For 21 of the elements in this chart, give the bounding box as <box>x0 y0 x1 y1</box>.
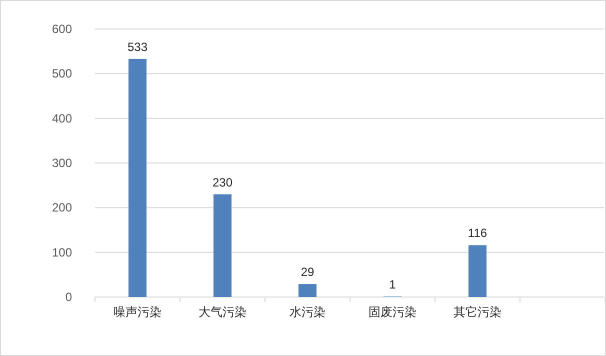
data-label: 230 <box>212 175 233 190</box>
bar <box>468 245 486 297</box>
bar <box>214 194 232 297</box>
x-tick-label: 噪声污染 <box>114 305 162 319</box>
x-tick-label: 大气污染 <box>198 305 246 319</box>
y-tick-label: 400 <box>52 111 72 126</box>
y-tick-label: 100 <box>52 245 72 260</box>
x-tick-label: 其它污染 <box>454 305 502 319</box>
x-tick-label: 水污染 <box>290 305 326 319</box>
data-label: 29 <box>300 265 314 280</box>
x-tick-label: 固废污染 <box>368 305 416 319</box>
y-tick-label: 200 <box>52 200 72 215</box>
bar <box>298 284 316 297</box>
bar <box>128 58 146 297</box>
data-label: 1 <box>389 278 396 292</box>
y-tick-label: 300 <box>52 156 72 170</box>
data-label: 533 <box>127 40 148 54</box>
y-tick-label: 500 <box>52 66 72 81</box>
data-label: 116 <box>468 226 488 240</box>
y-tick-label: 0 <box>65 290 72 304</box>
y-tick-label: 600 <box>52 22 72 36</box>
